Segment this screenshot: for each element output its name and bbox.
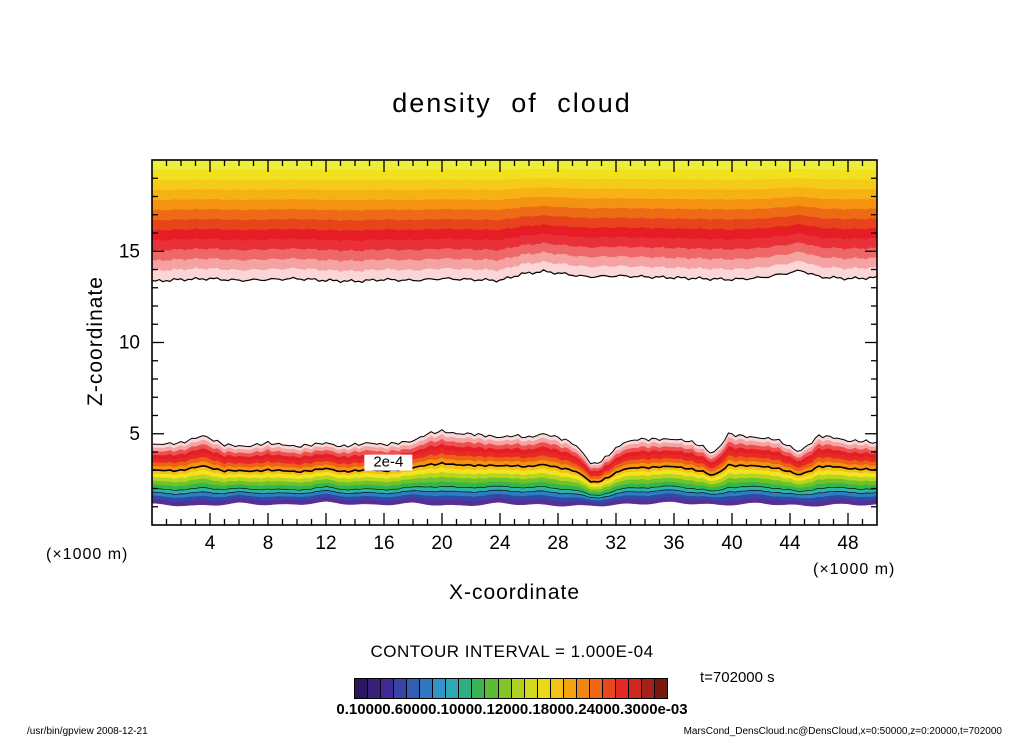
plot-title: density of cloud: [392, 88, 632, 118]
svg-text:44: 44: [779, 533, 801, 554]
svg-text:15: 15: [119, 241, 140, 262]
x-axis-unit-label: (×1000 m): [813, 561, 896, 578]
z-axis-label: Z-coordinate: [84, 276, 107, 406]
colorbar-segment: [433, 679, 447, 698]
colorbar: [354, 678, 668, 699]
svg-text:5: 5: [129, 424, 140, 445]
axis-ticks: [152, 160, 877, 525]
svg-text:16: 16: [373, 533, 394, 554]
minor-contour-line: [152, 489, 877, 499]
colorbar-segment: [446, 679, 460, 698]
svg-text:12: 12: [315, 533, 336, 554]
lower-cloud-band: [152, 428, 877, 507]
colorbar-segment: [472, 679, 486, 698]
contour-value-label: 2e-4: [373, 454, 403, 471]
colorbar-segment: [628, 679, 643, 698]
colorbar-segment: [563, 679, 577, 698]
colorbar-segment: [394, 679, 408, 698]
footer-source-text: MarsCond_DensCloud.nc@DensCloud,x=0:5000…: [683, 726, 1002, 737]
colorbar-segment: [550, 679, 564, 698]
minor-contour-line: [152, 485, 877, 496]
svg-text:48: 48: [837, 533, 858, 554]
z-tick-labels: 5 10 15: [119, 241, 140, 445]
x-axis-label: X-coordinate: [448, 581, 581, 604]
svg-text:40: 40: [721, 533, 742, 554]
upper-band-contour-line: [152, 269, 877, 284]
colorbar-segment: [655, 679, 668, 698]
z-axis-unit-label: (×1000 m): [46, 546, 129, 563]
colorbar-segment: [537, 679, 551, 698]
colorbar-segment: [485, 679, 499, 698]
labeled-contour-line: [152, 461, 877, 483]
plot-area: 2e-4: [152, 160, 877, 507]
colorbar-segment: [589, 679, 603, 698]
x-tick-labels: 4 8 12 16 20 24 28 32 36 40 44 48: [205, 533, 859, 554]
colorbar-segment: [615, 679, 629, 698]
svg-text:8: 8: [263, 533, 274, 554]
colorbar-segment: [459, 679, 473, 698]
svg-text:10: 10: [119, 333, 140, 354]
colorbar-segment: [576, 679, 590, 698]
upper-cloud-band: [152, 160, 877, 284]
colorbar-segment: [355, 679, 369, 698]
colorbar-segment: [602, 679, 616, 698]
svg-text:24: 24: [489, 533, 511, 554]
svg-text:28: 28: [547, 533, 568, 554]
svg-text:20: 20: [431, 533, 452, 554]
colorbar-segment: [420, 679, 434, 698]
colorbar-segment: [381, 679, 395, 698]
lower-band-outer-contour: [152, 428, 877, 465]
colorbar-segment: [642, 679, 656, 698]
time-label: t=702000 s: [700, 669, 775, 686]
contour-label-bg: [364, 454, 413, 471]
colorbar-segment: [498, 679, 512, 698]
contour-interval-label: CONTOUR INTERVAL = 1.000E-04: [370, 642, 654, 661]
svg-text:36: 36: [663, 533, 684, 554]
colorbar-segment: [511, 679, 525, 698]
svg-text:32: 32: [605, 533, 626, 554]
footer-command-text: /usr/bin/gpview 2008-12-21: [27, 726, 148, 737]
colorbar-tick-labels: 0.10000.60000.10000.12000.18000.24000.30…: [336, 701, 688, 718]
colorbar-segment: [524, 679, 538, 698]
colorbar-segment: [407, 679, 421, 698]
svg-text:4: 4: [205, 533, 216, 554]
colorbar-segment: [368, 679, 382, 698]
